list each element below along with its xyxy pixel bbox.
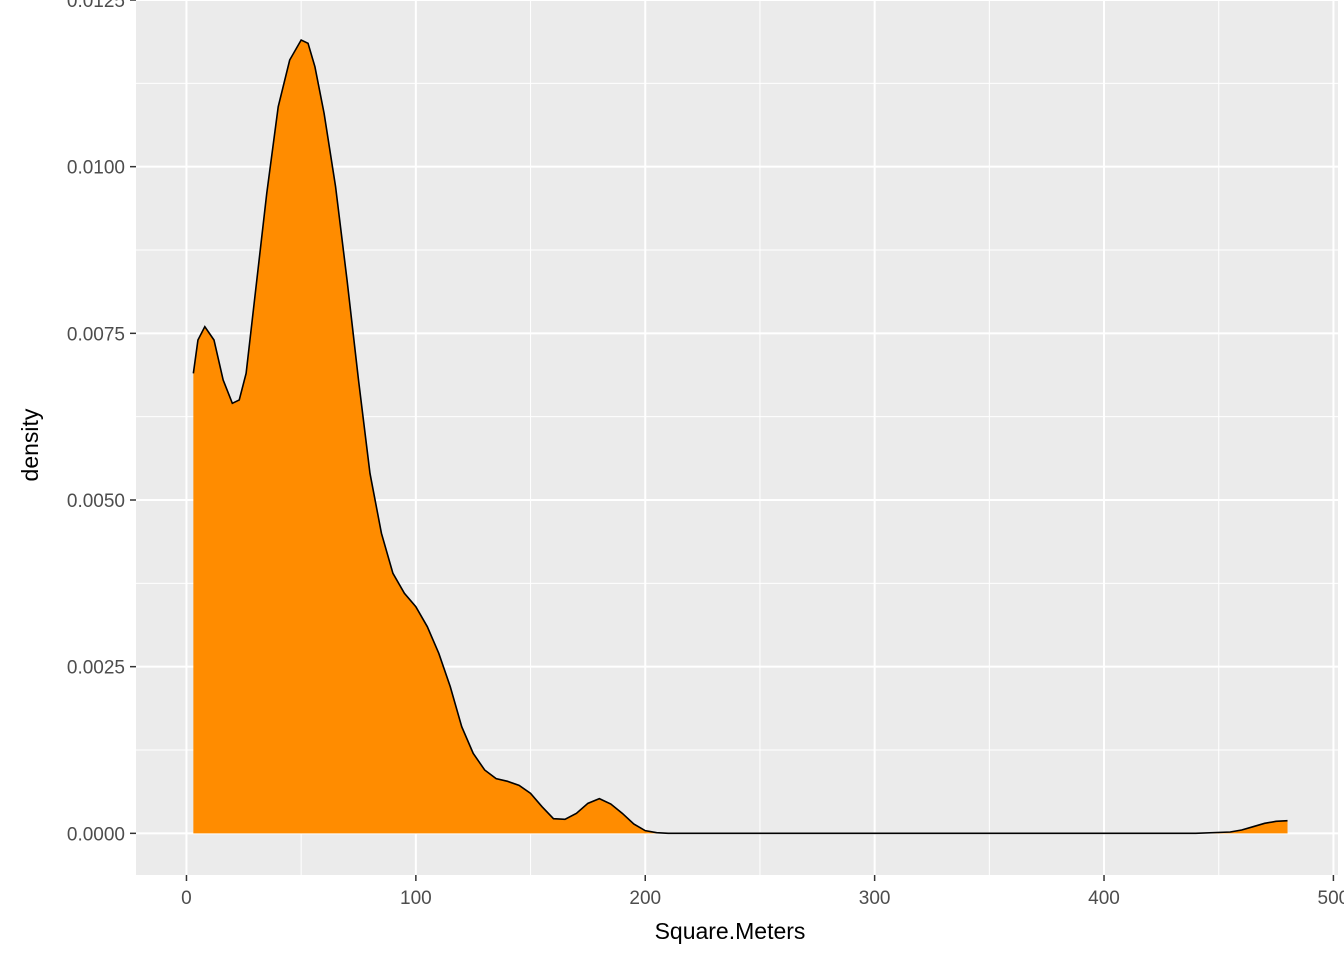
y-axis-ticks: 0.0000 0.0025 0.0050 0.0075 0.0100 0.0125 <box>67 0 136 845</box>
y-axis-title: density <box>17 408 43 481</box>
x-tick-label: 100 <box>400 888 432 909</box>
x-tick-label: 200 <box>629 888 661 909</box>
x-tick-label: 500 <box>1318 888 1344 909</box>
y-tick-label: 0.0025 <box>67 658 125 679</box>
density-line <box>192 38 1288 835</box>
y-tick-label: 0.0125 <box>67 0 125 12</box>
x-axis-ticks: 0 100 200 300 400 500 <box>181 875 1344 909</box>
y-tick-label: 0.0000 <box>67 824 125 845</box>
x-axis-title: Square.Meters <box>655 918 806 944</box>
y-tick-label: 0.0100 <box>67 158 125 179</box>
x-tick-label: 0 <box>181 888 192 909</box>
y-tick-label: 0.0075 <box>67 324 125 345</box>
density-area <box>193 40 1288 834</box>
y-tick-label: 0.0050 <box>67 491 125 512</box>
x-tick-label: 400 <box>1088 888 1120 909</box>
x-tick-label: 300 <box>859 888 891 909</box>
